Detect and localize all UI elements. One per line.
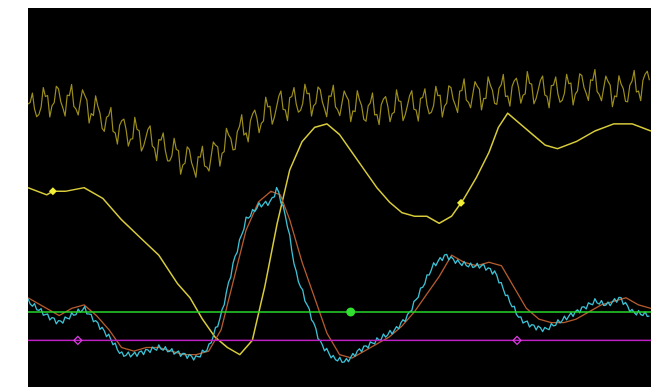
series-2-marker-2: [456, 198, 465, 207]
series-2-marker-1: [48, 187, 57, 196]
chart-canvas: [28, 8, 651, 387]
chart-area: [28, 8, 651, 387]
series-5-marker-1: [346, 307, 356, 317]
series-line-2: [28, 112, 651, 356]
marker-layer: [48, 187, 522, 346]
series-6-marker-2: [512, 335, 522, 346]
chart-background: [28, 8, 651, 387]
series-6-marker-1: [72, 335, 83, 346]
series-line-4: [28, 186, 650, 363]
series-line-1: [28, 69, 650, 178]
series-layer: [28, 69, 651, 363]
series-line-3: [28, 190, 651, 359]
